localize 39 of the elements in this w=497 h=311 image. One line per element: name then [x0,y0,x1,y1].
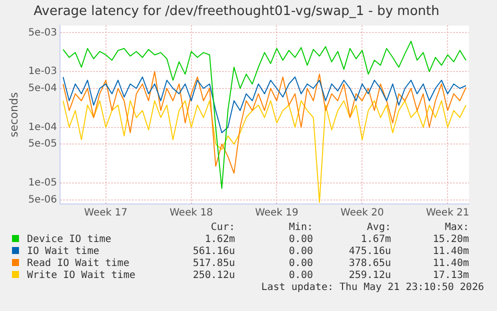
text: 11.40m [432,246,469,258]
text: Max: [444,222,469,234]
x-tick-label: Week 20 [340,208,384,219]
text: 1.62m [204,234,235,246]
text: 17.13m [432,270,469,282]
y-tick-label: 1e-05 [28,178,58,189]
y-tick-label: 5e-03 [28,27,58,38]
chart-title: Average latency for /dev/freethought01-vg/swap_1 - by month [34,4,440,20]
y-tick-label: 5e-04 [28,82,58,94]
text: 0.00 [288,270,313,282]
text: 11.40m [432,258,469,270]
text: 561.16u [192,246,235,258]
text: Last update: Thu May 21 23:10:50 2026 [260,282,484,294]
text: Min: [288,222,313,234]
y-axis-title: seconds [7,92,20,138]
legend-label: Read IO Wait time [26,258,130,270]
text: 378.65u [348,258,391,270]
y-tick-label: 5e-05 [28,138,58,150]
text: 15.20m [432,234,469,246]
text: 0.00 [288,246,313,258]
x-tick-label: Week 18 [170,208,213,219]
legend-label: IO Wait time [26,246,100,258]
text: Cur: [210,222,235,234]
y-tick-label: 1e-03 [28,66,58,78]
text: 0.00 [288,234,313,246]
text: 259.12u [348,270,391,282]
legend-label: Write IO Wait time [26,270,136,282]
y-tick-label: 1e-04 [28,122,58,133]
x-tick-label: Week 17 [84,208,128,219]
legend-label: Device IO time [26,234,112,246]
y-tick-label: 5e-06 [28,194,58,206]
text: 250.12u [192,270,235,282]
text: 475.16u [348,246,391,258]
text: Avg: [366,222,391,234]
x-tick-label: Week 19 [255,208,298,219]
x-tick-label: Week 21 [426,208,470,219]
text: 517.85u [192,258,235,270]
text: 1.67m [360,234,391,246]
text: 0.00 [288,258,313,270]
